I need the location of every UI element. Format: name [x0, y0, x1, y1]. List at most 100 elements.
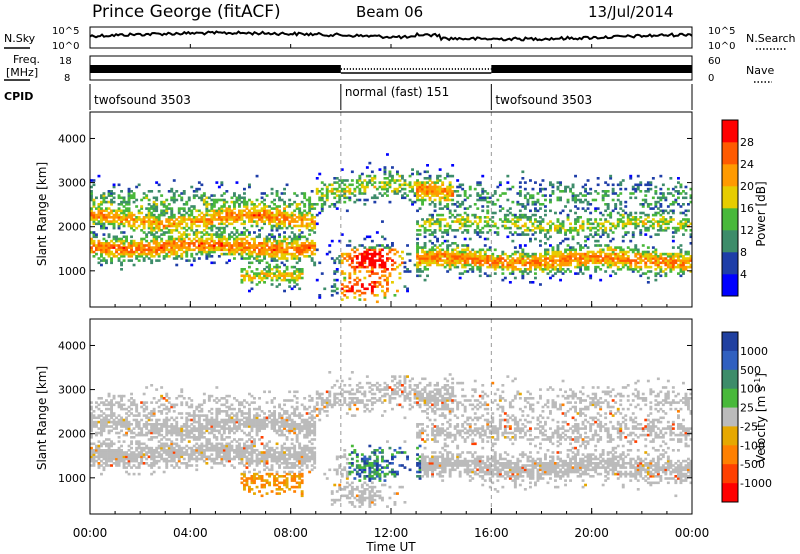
heatmap-cell [541, 259, 545, 262]
heatmap-cell [639, 274, 643, 278]
heatmap-cell [466, 248, 470, 252]
heatmap-cell [137, 218, 141, 221]
heatmap-cell [255, 274, 259, 278]
heatmap-cell [135, 466, 139, 469]
heatmap-cell [473, 257, 477, 260]
heatmap-cell [438, 229, 442, 232]
heatmap-cell [162, 449, 166, 452]
heatmap-cell [413, 263, 417, 267]
heatmap-cell [202, 218, 206, 221]
heatmap-cell [270, 259, 274, 262]
heatmap-cell [355, 185, 359, 189]
heatmap-cell [348, 239, 352, 243]
heatmap-cell [378, 259, 382, 262]
heatmap-cell [661, 222, 665, 226]
heatmap-cell [273, 244, 276, 247]
heatmap-cell [222, 200, 226, 204]
heatmap-cell [125, 203, 128, 206]
heatmap-cell [117, 394, 121, 398]
heatmap-cell [531, 196, 535, 200]
heatmap-cell [298, 235, 302, 239]
heatmap-cell [539, 259, 542, 262]
heatmap-cell [586, 192, 590, 195]
heatmap-cell [664, 209, 668, 213]
heatmap-cell [604, 270, 608, 273]
heatmap-cell [381, 285, 384, 288]
heatmap-cell [105, 216, 108, 219]
heatmap-cell [298, 270, 302, 273]
heatmap-cell [235, 248, 239, 252]
heatmap-cell [398, 263, 402, 267]
heatmap-cell [170, 442, 174, 446]
heatmap-cell [491, 261, 495, 265]
heatmap-cell [210, 246, 214, 249]
heatmap-cell [217, 185, 221, 189]
heatmap-cell [423, 177, 427, 180]
heatmap-cell [303, 194, 307, 197]
heatmap-cell [110, 453, 113, 456]
heatmap-cell [531, 200, 535, 204]
heatmap-cell [162, 470, 166, 474]
heatmap-cell [245, 203, 249, 206]
heatmap-cell [233, 233, 236, 236]
heatmap-cell [518, 203, 522, 206]
heatmap-cell [687, 259, 690, 262]
heatmap-cell [90, 231, 93, 234]
heatmap-cell [335, 257, 339, 260]
heatmap-cell [513, 265, 517, 269]
heatmap-cell [167, 235, 171, 239]
heatmap-cell [564, 248, 567, 252]
heatmap-cell [446, 224, 450, 228]
heatmap-cell [190, 220, 194, 223]
heatmap-cell [433, 198, 437, 202]
heatmap-cell [270, 218, 274, 221]
heatmap-cell [110, 211, 113, 215]
heatmap-cell [167, 255, 171, 258]
heatmap-cell [441, 207, 445, 210]
heatmap-cell [202, 246, 206, 249]
heatmap-cell [140, 244, 144, 247]
heatmap-cell [381, 265, 384, 269]
heatmap-cell [100, 218, 103, 221]
heatmap-cell [426, 164, 429, 167]
heatmap-cell [268, 274, 271, 278]
heatmap-cell [233, 207, 236, 210]
heatmap-cell [634, 222, 638, 226]
heatmap-cell [438, 224, 442, 228]
heatmap-cell [190, 185, 194, 189]
heatmap-cell [501, 220, 505, 223]
heatmap-cell [100, 196, 103, 200]
heatmap-cell [215, 198, 219, 202]
heatmap-cell [255, 198, 259, 202]
heatmap-cell [368, 263, 372, 267]
heatmap-cell [278, 257, 281, 260]
heatmap-cell [526, 257, 530, 260]
heatmap-cell [476, 192, 480, 195]
heatmap-cell [438, 192, 442, 195]
heatmap-cell [240, 218, 244, 221]
heatmap-cell [350, 287, 354, 291]
heatmap-cell [576, 265, 580, 269]
heatmap-cell [152, 462, 156, 465]
heatmap-cell [195, 224, 199, 228]
heatmap-cell [644, 272, 648, 275]
heatmap-cell [408, 252, 412, 256]
heatmap-cell [152, 423, 156, 426]
heatmap-cell [458, 252, 462, 256]
heatmap-cell [348, 276, 352, 280]
heatmap-cell [107, 246, 111, 249]
heatmap-cell [248, 276, 251, 280]
heatmap-cell [659, 265, 663, 269]
heatmap-cell [260, 226, 264, 230]
heatmap-cell [574, 200, 577, 204]
heatmap-cell [370, 272, 374, 275]
heatmap-cell [654, 190, 658, 193]
heatmap-cell [197, 244, 201, 247]
heatmap-cell [461, 265, 465, 269]
heatmap-cell [127, 444, 131, 448]
heatmap-cell [160, 200, 164, 204]
heatmap-cell [215, 246, 219, 249]
colorbar-tick-label: 28 [740, 136, 754, 149]
heatmap-cell [165, 451, 169, 454]
